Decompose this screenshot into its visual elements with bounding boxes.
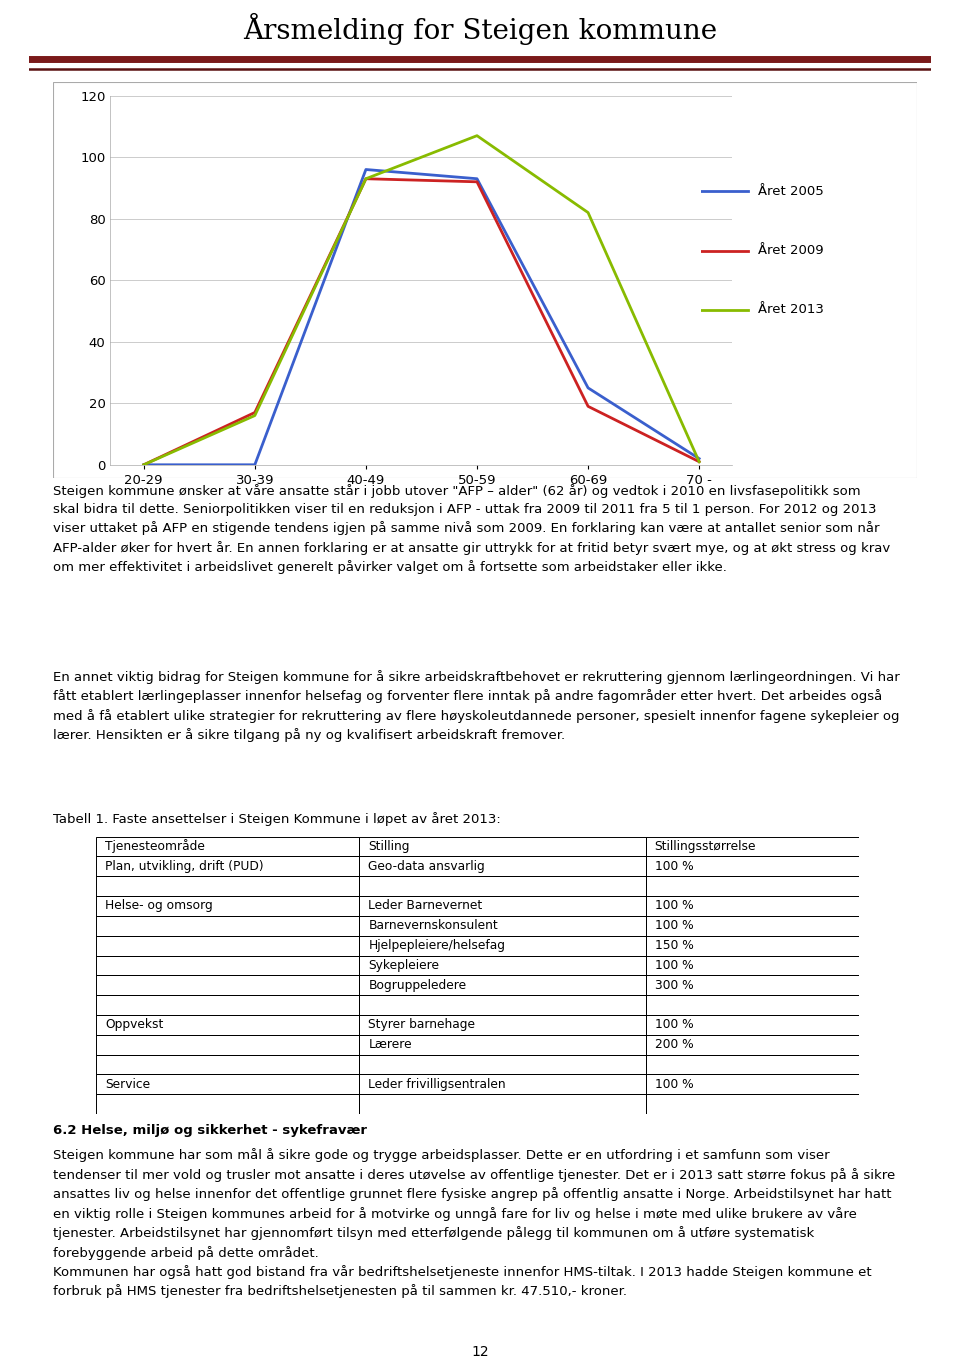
Bar [96,935,359,956]
Bar [359,897,645,916]
Text: 100 %: 100 % [655,1018,693,1032]
Text: 100 %: 100 % [655,1077,693,1091]
Bar [645,975,859,995]
Bar [645,956,859,975]
Text: Service: Service [106,1077,151,1091]
Bar [96,1055,359,1074]
Text: Årsmelding for Steigen kommune: Årsmelding for Steigen kommune [243,12,717,45]
Text: 6.2 Helse, miljø og sikkerhet - sykefravær: 6.2 Helse, miljø og sikkerhet - sykefrav… [53,1124,367,1137]
Text: 300 %: 300 % [655,979,693,992]
Bar [645,1055,859,1074]
Bar [96,837,359,856]
Bar [359,956,645,975]
Text: Hjelpepleiere/helsefag: Hjelpepleiere/helsefag [369,939,506,953]
Bar [359,837,645,856]
Text: Bogruppeledere: Bogruppeledere [369,979,467,992]
Bar [359,1055,645,1074]
Bar [96,1074,359,1094]
Bar [359,1014,645,1035]
Text: Året 2005: Året 2005 [757,185,824,198]
Bar [96,897,359,916]
Text: 100 %: 100 % [655,860,693,874]
Bar [359,1035,645,1055]
Bar [96,995,359,1014]
Text: 100 %: 100 % [655,899,693,913]
Bar [359,1074,645,1094]
Text: Geo-data ansvarlig: Geo-data ansvarlig [369,860,485,874]
Bar [645,995,859,1014]
Bar [359,856,645,876]
Text: Plan, utvikling, drift (PUD): Plan, utvikling, drift (PUD) [106,860,264,874]
Bar [645,876,859,897]
Text: 100 %: 100 % [655,919,693,932]
Bar [96,916,359,935]
Text: 100 %: 100 % [655,958,693,972]
Text: En annet viktig bidrag for Steigen kommune for å sikre arbeidskraftbehovet er re: En annet viktig bidrag for Steigen kommu… [53,670,900,742]
Text: Leder Barnevernet: Leder Barnevernet [369,899,483,913]
Bar [645,897,859,916]
Bar [96,1035,359,1055]
Bar [359,975,645,995]
Bar [645,1035,859,1055]
Text: Oppvekst: Oppvekst [106,1018,163,1032]
Bar [96,956,359,975]
Text: 150 %: 150 % [655,939,693,953]
Bar [645,935,859,956]
Bar [645,837,859,856]
Text: Stilling: Stilling [369,839,410,853]
Bar [359,1094,645,1114]
Bar [645,916,859,935]
Bar [359,935,645,956]
Text: Barnevernskonsulent: Barnevernskonsulent [369,919,498,932]
Bar [96,876,359,897]
Bar [645,1014,859,1035]
Text: Året 2013: Året 2013 [757,303,824,317]
Text: 12: 12 [471,1345,489,1359]
Bar [645,856,859,876]
Bar [96,975,359,995]
Bar [96,856,359,876]
Text: Steigen kommune ønsker at våre ansatte står i jobb utover "AFP – alder" (62 år) : Steigen kommune ønsker at våre ansatte s… [53,484,890,574]
Text: Steigen kommune har som mål å sikre gode og trygge arbeidsplasser. Dette er en u: Steigen kommune har som mål å sikre gode… [53,1148,895,1299]
Text: Tjenesteområde: Tjenesteområde [106,839,205,853]
Bar [359,916,645,935]
Bar [96,1014,359,1035]
Text: Lærere: Lærere [369,1038,412,1051]
Text: 200 %: 200 % [655,1038,693,1051]
Text: Tabell 1. Faste ansettelser i Steigen Kommune i løpet av året 2013:: Tabell 1. Faste ansettelser i Steigen Ko… [53,812,500,826]
Text: Styrer barnehage: Styrer barnehage [369,1018,475,1032]
Text: Sykepleiere: Sykepleiere [369,958,440,972]
Text: Året 2009: Året 2009 [757,243,824,257]
Bar [645,1074,859,1094]
Text: Leder frivilligsentralen: Leder frivilligsentralen [369,1077,506,1091]
Text: Stillingsstørrelse: Stillingsstørrelse [655,839,756,853]
Text: Helse- og omsorg: Helse- og omsorg [106,899,213,913]
Bar [359,995,645,1014]
Bar [359,876,645,897]
Bar [96,1094,359,1114]
Bar [645,1094,859,1114]
